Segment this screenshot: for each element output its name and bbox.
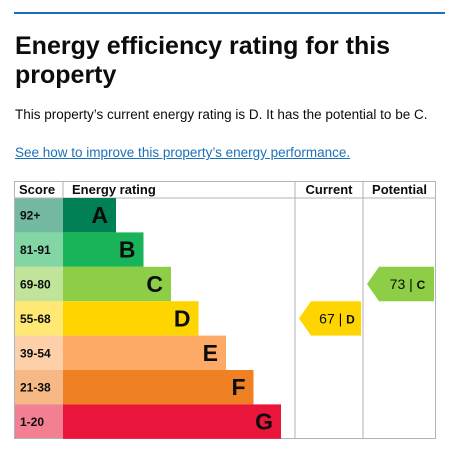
score-cell-c: [14, 266, 63, 302]
page-title: Energy efficiency rating for this proper…: [15, 32, 391, 89]
band-letter-d: D: [174, 305, 191, 331]
current-rating-letter: D: [346, 312, 355, 326]
potential-rating-label: 73 | C: [390, 276, 426, 292]
score-cell-g: [14, 404, 63, 439]
energy-rating-chart: Score Energy rating Current Potential 92+ A 81…: [14, 181, 436, 439]
band-letter-a: A: [91, 202, 108, 228]
band-letter-f: F: [231, 374, 245, 400]
score-header: Score: [19, 182, 55, 197]
band-letter-b: B: [119, 237, 136, 263]
band-bar-b: [63, 232, 144, 267]
current-header: Current: [306, 182, 354, 197]
potential-header: Potential: [372, 182, 427, 197]
score-label-f: 21-38: [20, 381, 51, 395]
band-letter-g: G: [255, 409, 273, 435]
score-cell-e: [14, 335, 63, 370]
current-rating-arrow: [299, 301, 361, 336]
score-cell-d: [14, 301, 63, 336]
band-bar-a: [63, 198, 116, 233]
current-rating-value: 67: [319, 310, 335, 326]
band-bar-g: [63, 404, 281, 439]
potential-rating-separator: |: [405, 276, 416, 292]
score-label-d: 55-68: [20, 312, 51, 326]
band-bar-e: [63, 335, 226, 370]
improve-performance-link[interactable]: See how to improve this property’s energ…: [15, 145, 351, 160]
score-cell-b: [14, 232, 63, 267]
current-rating-separator: |: [335, 310, 346, 326]
current-rating-label: 67 | D: [319, 310, 355, 326]
score-label-e: 39-54: [20, 346, 51, 360]
band-bar-c: [63, 266, 171, 302]
score-cell-f: [14, 370, 63, 405]
energy-rating-header: Energy rating: [72, 182, 156, 197]
band-letter-e: E: [203, 340, 218, 366]
score-label-c: 69-80: [20, 278, 51, 292]
top-divider: [14, 12, 445, 14]
score-label-a: 92+: [20, 209, 40, 223]
potential-rating-value: 73: [390, 276, 406, 292]
score-label-b: 81-91: [20, 243, 51, 257]
band-letter-c: C: [146, 271, 163, 297]
potential-rating-letter: C: [417, 278, 426, 292]
score-cell-a: [14, 198, 63, 233]
energy-rating-chart-svg: Score Energy rating Current Potential 92+ A 81…: [14, 181, 436, 439]
band-bar-d: [63, 301, 199, 336]
score-label-g: 1-20: [20, 415, 44, 429]
potential-rating-arrow: [367, 266, 434, 302]
rating-summary: This property’s current energy rating is…: [15, 107, 428, 122]
band-bar-f: [63, 370, 254, 405]
